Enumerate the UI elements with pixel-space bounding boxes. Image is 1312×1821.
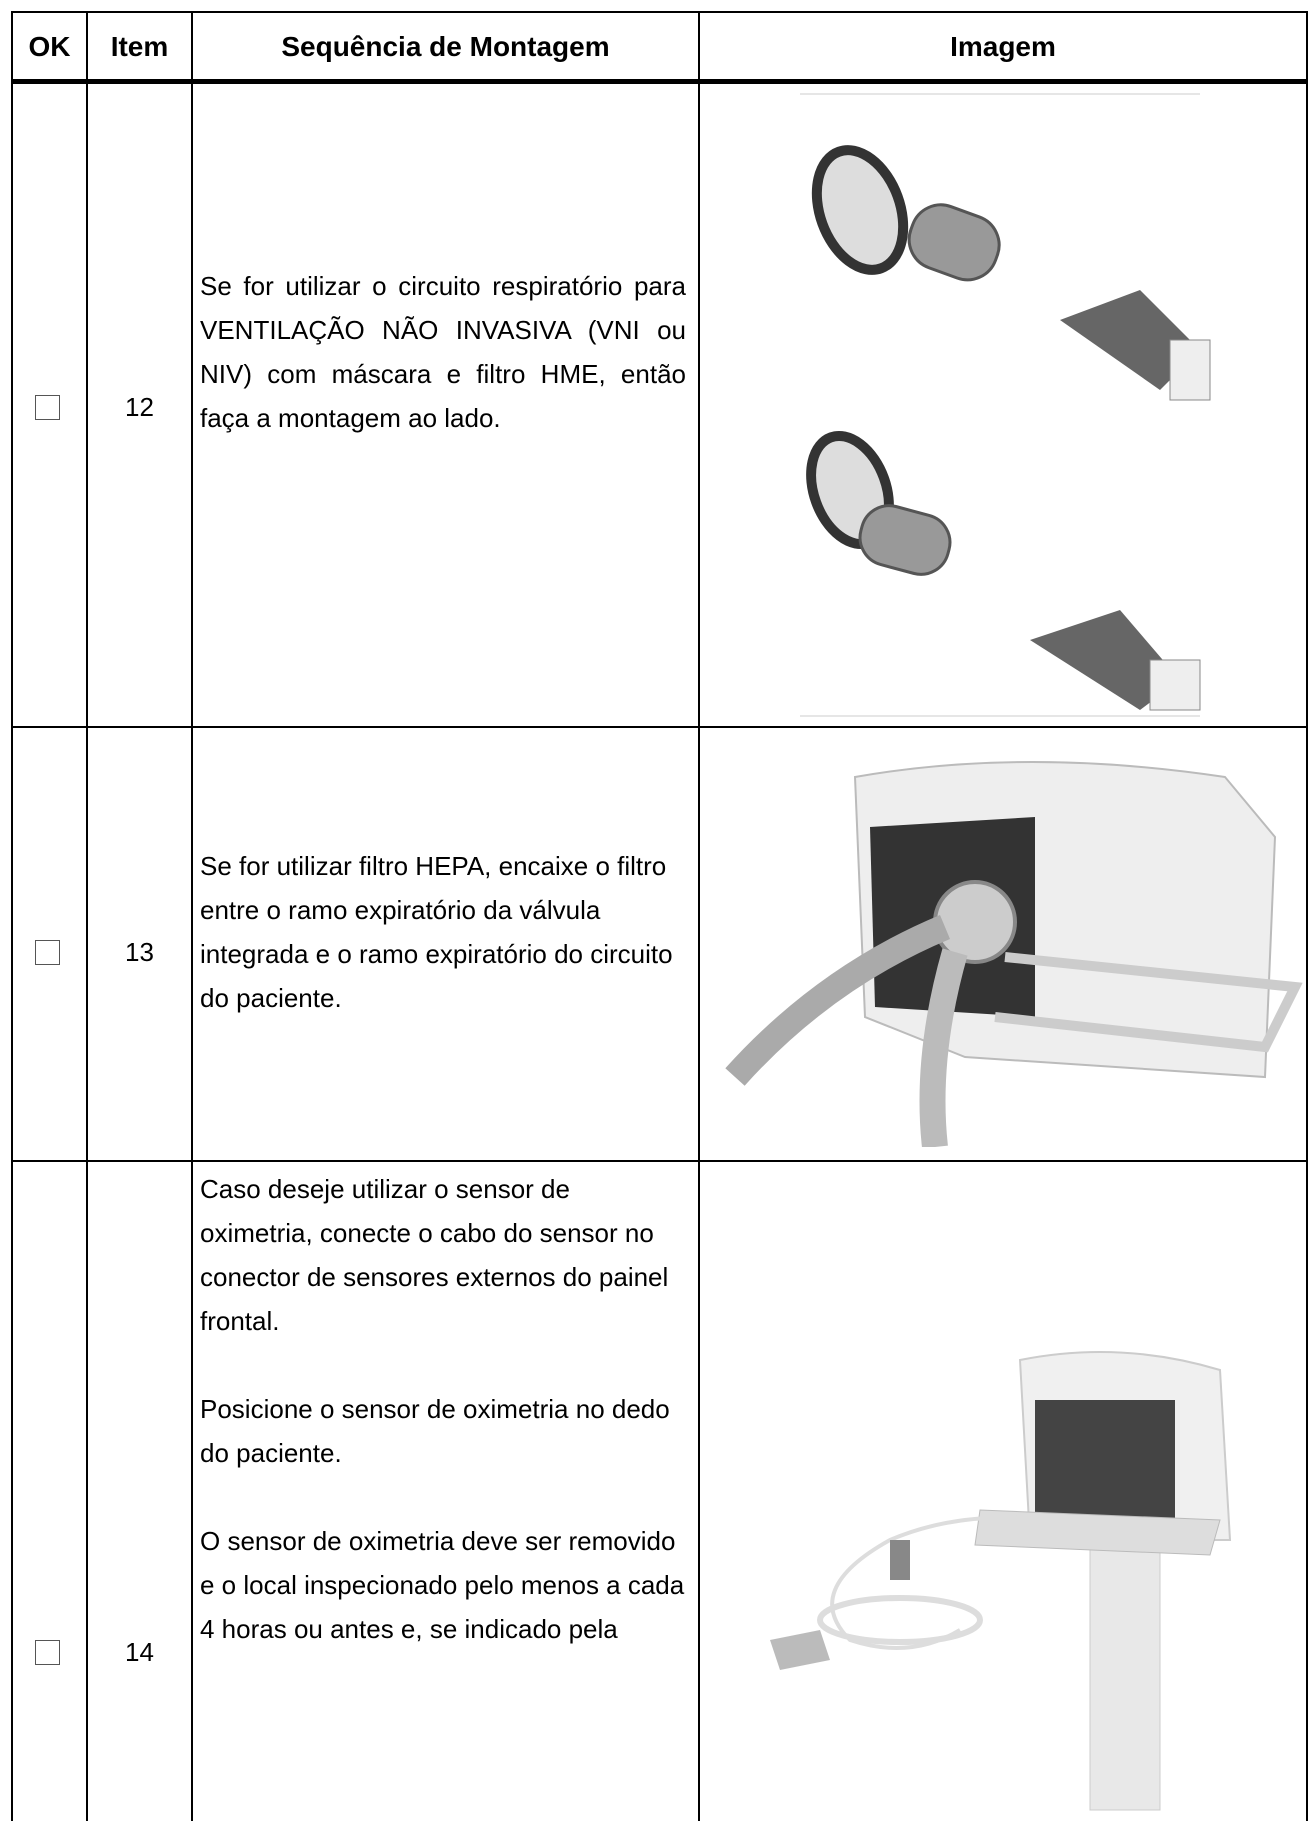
item-number: 12 (125, 391, 154, 422)
checkbox[interactable] (35, 940, 60, 965)
border (11, 11, 1308, 13)
header-cell: OK (28, 30, 71, 62)
border (191, 11, 193, 1821)
header-cell: Imagem (950, 30, 1056, 62)
paragraph: Posicione o sensor de oximetria no dedo … (200, 1394, 670, 1468)
paragraph: O sensor de oximetria deve ser removido … (200, 1526, 685, 1644)
border (11, 1160, 1308, 1162)
checkbox[interactable] (35, 1640, 60, 1665)
mask-image (800, 93, 1211, 717)
cell-text: Se for utilizar filtro HEPA, encaixe o f… (200, 844, 686, 1064)
paragraph: Se for utilizar o circuito respiratório … (200, 271, 686, 433)
item-number: 13 (125, 936, 154, 967)
border (698, 11, 700, 1821)
header-cell: Sequência de Montagem (281, 30, 610, 62)
checkbox[interactable] (35, 395, 60, 420)
header-cell: Item (110, 30, 169, 62)
cell-text: Se for utilizar o circuito respiratório … (200, 264, 686, 484)
oximeter-image (770, 1351, 1232, 1811)
border (1306, 11, 1308, 1821)
paragraph: Se for utilizar filtro HEPA, encaixe o f… (200, 851, 673, 1013)
border (11, 79, 1308, 84)
paragraph: Caso deseje utilizar o sensor de oximetr… (200, 1174, 669, 1336)
border (11, 11, 13, 1821)
cell-text: Caso deseje utilizar o sensor de oximetr… (200, 1167, 686, 1695)
border (86, 11, 88, 1821)
border (11, 726, 1308, 728)
item-number: 14 (125, 1636, 154, 1667)
ventilator-image (725, 761, 1303, 1147)
